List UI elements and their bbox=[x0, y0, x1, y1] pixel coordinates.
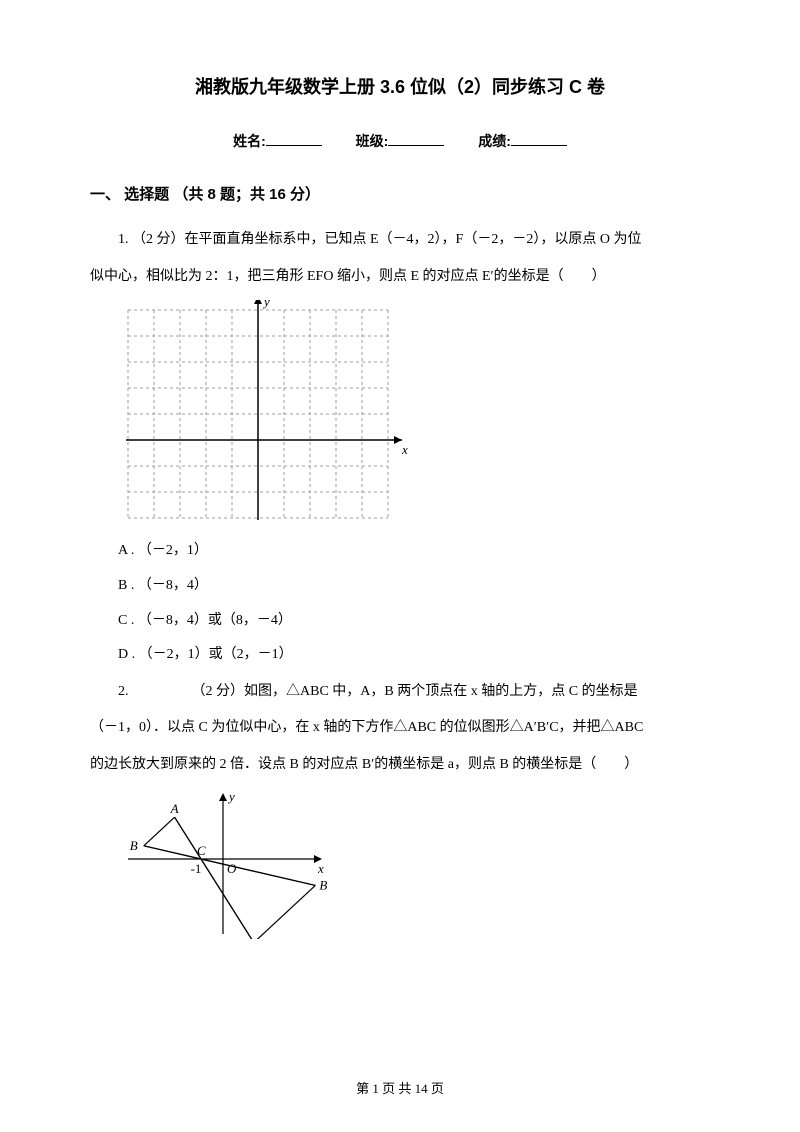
dilation-figure: xyOABCA′B′-1 bbox=[118, 789, 328, 939]
page-title: 湘教版九年级数学上册 3.6 位似（2）同步练习 C 卷 bbox=[90, 70, 710, 104]
svg-text:C: C bbox=[197, 843, 206, 858]
class-blank[interactable] bbox=[388, 132, 444, 146]
q1-line1: 1. （2 分）在平面直角坐标系中，已知点 E（－4，2），F（－2，－2），以… bbox=[90, 227, 710, 254]
score-label: 成绩: bbox=[478, 133, 511, 149]
svg-text:O: O bbox=[227, 861, 237, 876]
coordinate-grid: xy bbox=[118, 300, 408, 528]
q1-option-c[interactable]: C . （－8，4）或（8，－4） bbox=[118, 608, 710, 635]
q2-line1: 2. （2 分）如图，△ABC 中，A，B 两个顶点在 x 轴的上方，点 C 的… bbox=[90, 679, 710, 706]
svg-text:x: x bbox=[317, 861, 324, 876]
svg-text:y: y bbox=[227, 789, 235, 804]
name-blank[interactable] bbox=[266, 132, 322, 146]
q1-options: A . （－2，1） B . （－8，4） C . （－8，4）或（8，－4） … bbox=[118, 538, 710, 668]
svg-text:x: x bbox=[401, 442, 408, 457]
info-row: 姓名: 班级: 成绩: bbox=[90, 128, 710, 155]
svg-text:B: B bbox=[130, 837, 138, 852]
section-1-heading: 一、 选择题 （共 8 题；共 16 分） bbox=[90, 181, 710, 210]
svg-text:y: y bbox=[262, 300, 270, 309]
svg-text:-1: -1 bbox=[191, 861, 202, 876]
q1-option-b[interactable]: B . （－8，4） bbox=[118, 573, 710, 600]
q2-line3: 的边长放大到原来的 2 倍．设点 B 的对应点 B′的横坐标是 a，则点 B 的… bbox=[90, 752, 710, 779]
svg-text:B′: B′ bbox=[319, 877, 328, 892]
class-label: 班级: bbox=[356, 133, 389, 149]
q1-figure: xy bbox=[118, 300, 710, 528]
name-label: 姓名: bbox=[233, 133, 266, 149]
q2-figure: xyOABCA′B′-1 bbox=[118, 789, 710, 939]
q2-line2: （－1，0）．以点 C 为位似中心，在 x 轴的下方作△ABC 的位似图形△A′… bbox=[90, 715, 710, 742]
page-footer: 第 1 页 共 14 页 bbox=[0, 1077, 800, 1102]
q1-line2: 似中心，相似比为 2：1，把三角形 EFO 缩小，则点 E 的对应点 E′的坐标… bbox=[90, 264, 710, 291]
q1-option-d[interactable]: D . （－2，1）或（2，－1） bbox=[118, 642, 710, 669]
q1-option-a[interactable]: A . （－2，1） bbox=[118, 538, 710, 565]
svg-text:A: A bbox=[170, 801, 179, 816]
score-blank[interactable] bbox=[511, 132, 567, 146]
